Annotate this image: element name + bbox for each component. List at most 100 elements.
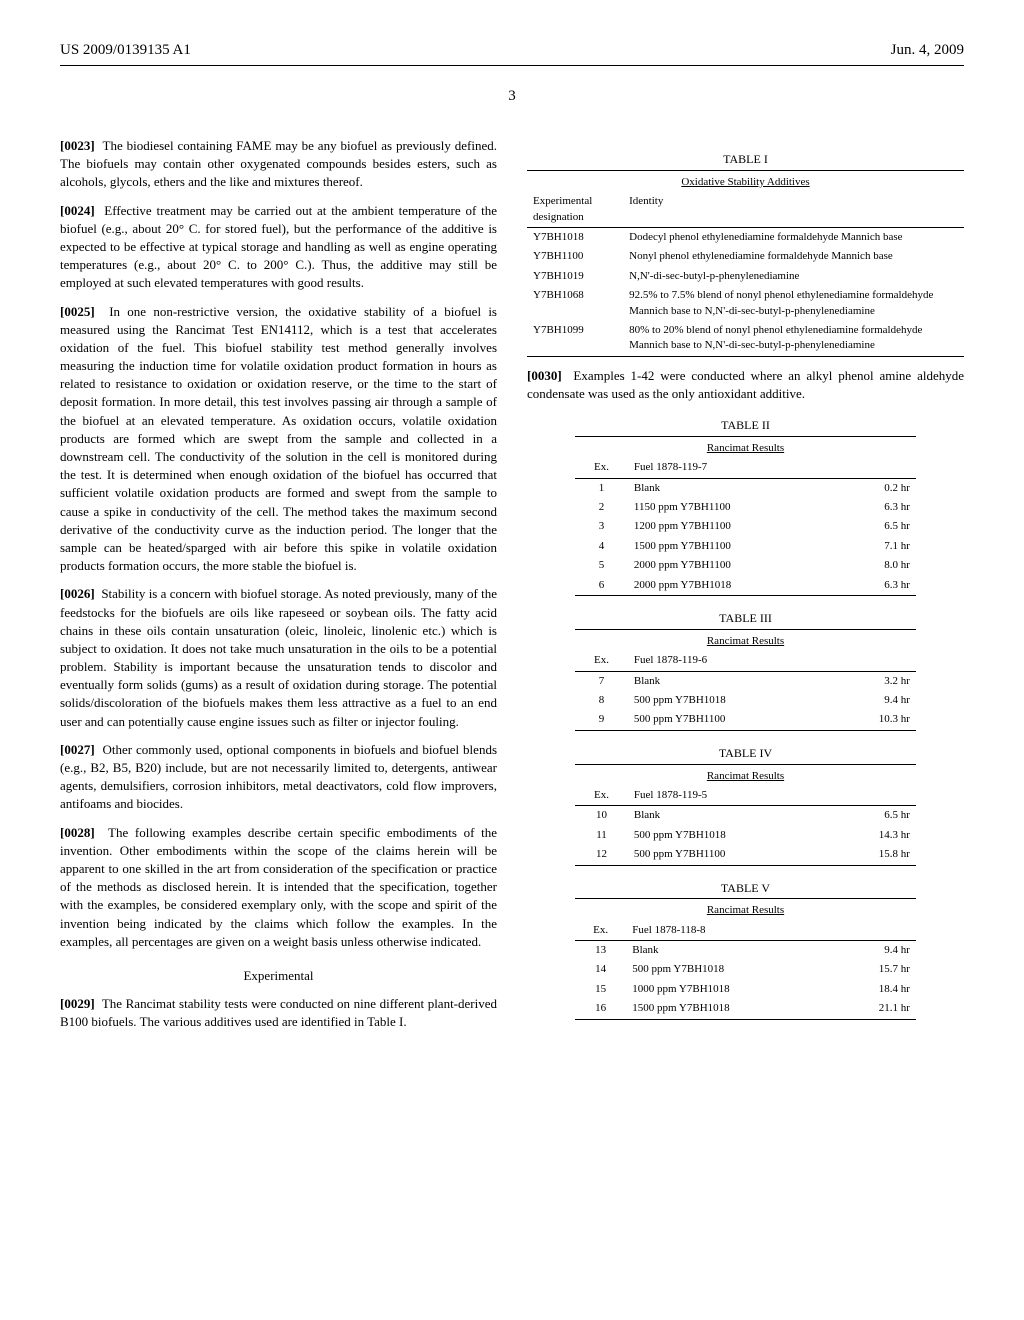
para-text: In one non-restrictive version, the oxid… (60, 304, 497, 574)
table-cell: 7.1 hr (842, 537, 916, 556)
table-cell: 8 (575, 691, 628, 710)
paragraph-28: [0028] The following examples describe c… (60, 824, 497, 951)
table-cell: 1000 ppm Y7BH1018 (626, 980, 834, 999)
table4-title: Rancimat Results (575, 764, 916, 786)
table1-head1: Experimental designation (527, 192, 623, 227)
table-cell: 2000 ppm Y7BH1018 (628, 576, 842, 596)
table-cell: 500 ppm Y7BH1018 (626, 960, 834, 979)
table-cell: 9.4 hr (834, 941, 916, 961)
para-text: The biodiesel containing FAME may be any… (60, 138, 497, 189)
table-cell: 12 (575, 845, 628, 865)
table-cell: 2 (575, 498, 628, 517)
table-cell: 15.7 hr (834, 960, 916, 979)
table-cell: Nonyl phenol ethylenediamine formaldehyd… (623, 247, 964, 266)
table-head: Ex. (575, 921, 626, 941)
table-cell: 9.4 hr (831, 691, 916, 710)
table-1: Oxidative Stability Additives Experiment… (527, 170, 964, 357)
table-cell: 10 (575, 806, 628, 826)
table2-title: Rancimat Results (575, 436, 916, 458)
table-cell: 1150 ppm Y7BH1100 (628, 498, 842, 517)
table-cell: 7 (575, 671, 628, 691)
paragraph-27: [0027] Other commonly used, optional com… (60, 741, 497, 814)
table-head: Fuel 1878-119-6 (628, 651, 831, 671)
table2-label: TABLE II (527, 417, 964, 434)
para-text: The following examples describe certain … (60, 825, 497, 949)
table-cell: Y7BH1100 (527, 247, 623, 266)
table-cell: 6.5 hr (842, 517, 916, 536)
table-cell: 500 ppm Y7BH1018 (628, 691, 831, 710)
table-head: Ex. (575, 651, 628, 671)
table-head: Fuel 1878-119-5 (628, 786, 831, 806)
table-cell: 6 (575, 576, 628, 596)
para-num: [0026] (60, 586, 95, 601)
table-cell: 500 ppm Y7BH1018 (628, 826, 831, 845)
table-cell: Blank (626, 941, 834, 961)
table-cell: 11 (575, 826, 628, 845)
table-cell: 1500 ppm Y7BH1018 (626, 999, 834, 1019)
table-cell: 6.3 hr (842, 576, 916, 596)
table-cell: Blank (628, 478, 842, 498)
table-cell: 16 (575, 999, 626, 1019)
table-4: Rancimat Results Ex.Fuel 1878-119-5 10Bl… (575, 764, 916, 866)
table-cell: Blank (628, 806, 831, 826)
table-5: Rancimat Results Ex.Fuel 1878-118-8 13Bl… (575, 898, 916, 1019)
table-cell: Y7BH1099 (527, 321, 623, 356)
table-cell: 1500 ppm Y7BH1100 (628, 537, 842, 556)
table1-head2: Identity (623, 192, 964, 227)
table3-label: TABLE III (527, 610, 964, 627)
table-cell: 1 (575, 478, 628, 498)
table-cell: 14 (575, 960, 626, 979)
patent-id: US 2009/0139135 A1 (60, 40, 191, 61)
table-cell: 4 (575, 537, 628, 556)
table-head: Fuel 1878-118-8 (626, 921, 834, 941)
paragraph-24: [0024] Effective treatment may be carrie… (60, 202, 497, 293)
table-cell: Blank (628, 671, 831, 691)
table-cell: 5 (575, 556, 628, 575)
table-cell: 80% to 20% blend of nonyl phenol ethylen… (623, 321, 964, 356)
table1-label: TABLE I (527, 151, 964, 168)
table-cell: Dodecyl phenol ethylenediamine formaldeh… (623, 227, 964, 247)
table-cell: 6.3 hr (842, 498, 916, 517)
para-text: The Rancimat stability tests were conduc… (60, 996, 497, 1029)
table5-title: Rancimat Results (575, 899, 916, 921)
table-cell: 3 (575, 517, 628, 536)
table1-title: Oxidative Stability Additives (527, 170, 964, 192)
table-cell: 21.1 hr (834, 999, 916, 1019)
para-num: [0024] (60, 203, 95, 218)
para-num: [0030] (527, 368, 562, 383)
table-cell: 6.5 hr (831, 806, 916, 826)
table-cell: 92.5% to 7.5% blend of nonyl phenol ethy… (623, 286, 964, 321)
table-cell: Y7BH1018 (527, 227, 623, 247)
table-cell: 14.3 hr (831, 826, 916, 845)
para-num: [0029] (60, 996, 95, 1011)
para-num: [0027] (60, 742, 95, 757)
table-cell: 1200 ppm Y7BH1100 (628, 517, 842, 536)
para-text: Effective treatment may be carried out a… (60, 203, 497, 291)
para-num: [0025] (60, 304, 95, 319)
table5-label: TABLE V (527, 880, 964, 897)
right-column: TABLE I Oxidative Stability Additives Ex… (527, 137, 964, 1041)
table-2: Rancimat Results Ex.Fuel 1878-119-7 1Bla… (575, 436, 916, 596)
table-head: Ex. (575, 786, 628, 806)
table-cell: Y7BH1019 (527, 267, 623, 286)
paragraph-30: [0030] Examples 1-42 were conducted wher… (527, 367, 964, 403)
table3-title: Rancimat Results (575, 629, 916, 651)
table-cell: 3.2 hr (831, 671, 916, 691)
table-cell: N,N'-di-sec-butyl-p-phenylenediamine (623, 267, 964, 286)
paragraph-23: [0023] The biodiesel containing FAME may… (60, 137, 497, 192)
table-cell: 18.4 hr (834, 980, 916, 999)
table-cell: 500 ppm Y7BH1100 (628, 845, 831, 865)
table4-label: TABLE IV (527, 745, 964, 762)
table-cell: Y7BH1068 (527, 286, 623, 321)
table-cell: 2000 ppm Y7BH1100 (628, 556, 842, 575)
table-cell: 500 ppm Y7BH1100 (628, 710, 831, 730)
para-num: [0023] (60, 138, 95, 153)
patent-date: Jun. 4, 2009 (891, 40, 964, 61)
paragraph-25: [0025] In one non-restrictive version, t… (60, 303, 497, 576)
table-cell: 0.2 hr (842, 478, 916, 498)
experimental-heading: Experimental (60, 967, 497, 985)
para-num: [0028] (60, 825, 95, 840)
left-column: [0023] The biodiesel containing FAME may… (60, 137, 497, 1041)
para-text: Examples 1-42 were conducted where an al… (527, 368, 964, 401)
table-cell: 13 (575, 941, 626, 961)
